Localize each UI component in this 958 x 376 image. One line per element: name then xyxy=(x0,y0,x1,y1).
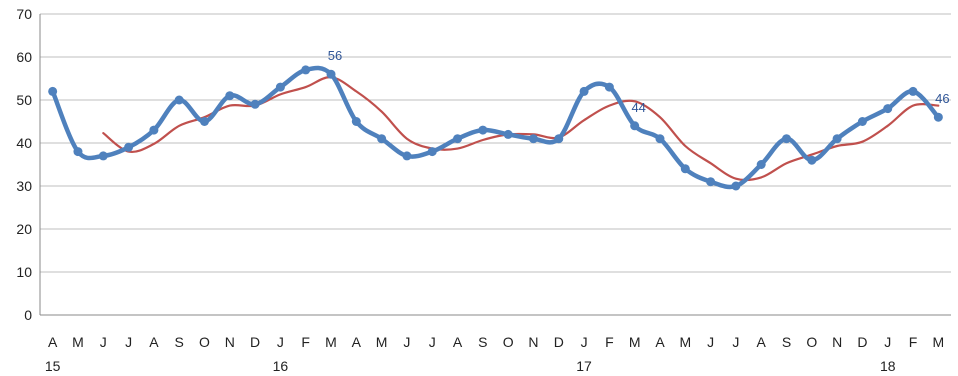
x-tick-label: M xyxy=(325,334,337,350)
data-point xyxy=(326,69,336,79)
data-point xyxy=(73,147,83,157)
data-point xyxy=(908,86,918,96)
y-axis-ticks: 0 10 20 30 40 50 60 70 xyxy=(16,6,32,323)
x-tick-label: A xyxy=(149,334,159,350)
data-point xyxy=(275,82,285,92)
year-label: 17 xyxy=(576,358,592,374)
x-tick-label: S xyxy=(175,334,184,350)
data-point xyxy=(756,160,766,169)
data-point xyxy=(832,134,842,144)
x-tick-label: F xyxy=(301,334,310,350)
data-point xyxy=(427,147,437,157)
data-point xyxy=(782,134,792,144)
data-labels: 56 44 46 xyxy=(328,48,950,115)
data-point xyxy=(655,134,665,144)
x-tick-label: A xyxy=(757,334,767,350)
x-tick-label: N xyxy=(225,334,235,350)
x-tick-label: O xyxy=(806,334,817,350)
x-tick-label: J xyxy=(125,334,132,350)
data-point xyxy=(604,82,614,92)
data-label: 44 xyxy=(631,100,645,115)
x-tick-label: N xyxy=(832,334,842,350)
data-point xyxy=(554,134,564,144)
x-tick-label: J xyxy=(732,334,739,350)
x-tick-label: A xyxy=(655,334,665,350)
data-point xyxy=(528,134,538,144)
data-point xyxy=(225,91,235,101)
data-point xyxy=(351,117,361,126)
data-point xyxy=(933,112,943,122)
x-tick-label: M xyxy=(72,334,84,350)
data-point xyxy=(301,65,311,75)
data-point xyxy=(402,151,412,161)
year-label: 15 xyxy=(45,358,61,374)
x-tick-label: J xyxy=(100,334,107,350)
gridlines xyxy=(39,13,951,316)
x-tick-label: A xyxy=(453,334,463,350)
x-tick-label: F xyxy=(909,334,918,350)
data-point xyxy=(706,177,716,187)
data-label: 56 xyxy=(328,48,342,63)
x-tick-label: D xyxy=(250,334,260,350)
y-tick-label: 60 xyxy=(16,49,32,65)
y-tick-label: 20 xyxy=(16,221,32,237)
x-tick-label: O xyxy=(503,334,514,350)
data-point xyxy=(883,104,893,114)
x-tick-label: J xyxy=(429,334,436,350)
data-point xyxy=(630,121,640,131)
data-point xyxy=(503,129,513,139)
x-tick-label: M xyxy=(629,334,641,350)
data-point xyxy=(250,99,260,109)
year-label: 18 xyxy=(880,358,896,374)
data-point xyxy=(680,164,690,174)
data-point xyxy=(731,181,741,191)
data-point xyxy=(48,86,58,96)
x-tick-label: M xyxy=(933,334,945,350)
x-tick-label: O xyxy=(199,334,210,350)
data-point xyxy=(579,86,589,96)
data-label: 46 xyxy=(935,91,949,106)
x-tick-label: J xyxy=(884,334,891,350)
x-axis-year-labels: 15 16 17 18 xyxy=(45,358,896,374)
y-tick-label: 10 xyxy=(16,264,32,280)
series-line-1 xyxy=(102,76,940,182)
x-tick-label: A xyxy=(352,334,362,350)
x-tick-label: M xyxy=(376,334,388,350)
data-point xyxy=(174,95,184,105)
data-point xyxy=(807,155,817,165)
data-point xyxy=(149,125,159,135)
data-point xyxy=(453,134,463,144)
data-point xyxy=(199,117,209,126)
year-label: 16 xyxy=(273,358,289,374)
x-tick-label: D xyxy=(857,334,867,350)
y-tick-label: 70 xyxy=(16,6,32,22)
y-tick-label: 40 xyxy=(16,135,32,151)
data-point xyxy=(377,134,387,144)
x-tick-label: F xyxy=(605,334,614,350)
x-tick-label: N xyxy=(528,334,538,350)
y-tick-label: 50 xyxy=(16,92,32,108)
series-line-0 xyxy=(50,65,941,190)
data-point xyxy=(98,151,108,161)
x-tick-label: J xyxy=(277,334,284,350)
x-tick-label: J xyxy=(403,334,410,350)
x-tick-label: D xyxy=(554,334,564,350)
data-point xyxy=(857,117,867,126)
x-tick-label: S xyxy=(478,334,487,350)
data-point xyxy=(124,142,134,152)
x-tick-label: A xyxy=(48,334,58,350)
series-group xyxy=(48,65,943,191)
x-tick-label: J xyxy=(707,334,714,350)
y-tick-label: 0 xyxy=(24,307,32,323)
x-tick-label: M xyxy=(679,334,691,350)
data-point xyxy=(478,125,488,135)
x-tick-label: J xyxy=(581,334,588,350)
x-tick-label: S xyxy=(782,334,791,350)
y-tick-label: 30 xyxy=(16,178,32,194)
